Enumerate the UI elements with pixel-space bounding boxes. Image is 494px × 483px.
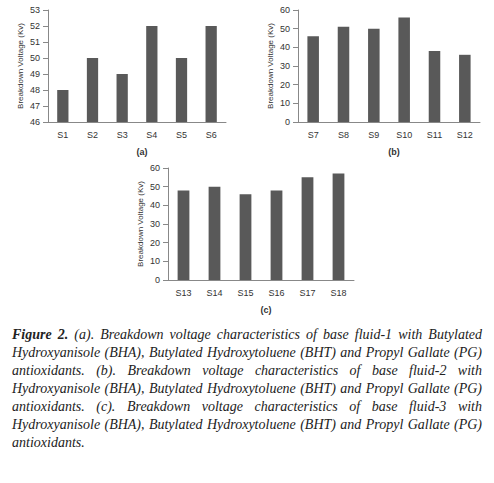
- html-text:Figure 2. (a). Breakdown volta: Figure 2. (a). Breakdown voltage charact…: [12, 327, 482, 450]
- svg-text:50: 50: [280, 24, 290, 34]
- svg-text:0: 0: [155, 275, 160, 285]
- svg-text:S2: S2: [87, 130, 98, 140]
- svg-text:46: 46: [30, 117, 40, 127]
- svg-text:47: 47: [30, 101, 40, 111]
- svg-text:S10: S10: [396, 130, 412, 140]
- svg-text:S4: S4: [146, 130, 157, 140]
- svg-text:30: 30: [150, 219, 160, 229]
- svg-text:Breakdown Voltage (Kv): Breakdown Voltage (Kv): [266, 23, 275, 109]
- svg-text:(c): (c): [261, 305, 272, 315]
- svg-text:40: 40: [150, 200, 160, 210]
- svg-text:10: 10: [280, 98, 290, 108]
- svg-text:0: 0: [285, 117, 290, 127]
- svg-text:S8: S8: [338, 130, 349, 140]
- svg-text:(a): (a): [137, 147, 148, 157]
- svg-text:20: 20: [150, 238, 160, 248]
- svg-text:53: 53: [30, 5, 40, 15]
- svg-text:50: 50: [150, 182, 160, 192]
- svg-text:Breakdown Voltage (Kv): Breakdown Voltage (Kv): [16, 23, 25, 109]
- svg-text:40: 40: [280, 42, 290, 52]
- svg-text:S15: S15: [237, 288, 253, 298]
- svg-text:20: 20: [280, 80, 290, 90]
- svg-text:S16: S16: [268, 288, 284, 298]
- svg-text:S7: S7: [308, 130, 319, 140]
- svg-text:S6: S6: [206, 130, 217, 140]
- svg-text:48: 48: [30, 85, 40, 95]
- svg-text:Breakdown Voltage (Kv): Breakdown Voltage (Kv): [136, 181, 145, 267]
- svg-text:30: 30: [280, 61, 290, 71]
- svg-text:S17: S17: [299, 288, 315, 298]
- svg-text:S14: S14: [206, 288, 222, 298]
- svg-text:S3: S3: [117, 130, 128, 140]
- svg-text:60: 60: [150, 163, 160, 173]
- svg-text:51: 51: [30, 37, 40, 47]
- svg-text:10: 10: [150, 256, 160, 266]
- svg-text:S9: S9: [368, 130, 379, 140]
- svg-text:50: 50: [30, 53, 40, 63]
- svg-text:52: 52: [30, 21, 40, 31]
- svg-text:S18: S18: [330, 288, 346, 298]
- svg-text:S5: S5: [176, 130, 187, 140]
- svg-text:49: 49: [30, 69, 40, 79]
- svg-text:S1: S1: [57, 130, 68, 140]
- svg-text:S11: S11: [427, 130, 442, 140]
- svg-text:(b): (b): [388, 147, 400, 157]
- svg-text:60: 60: [280, 5, 290, 15]
- svg-text:S12: S12: [457, 130, 473, 140]
- svg-text:S13: S13: [175, 288, 191, 298]
